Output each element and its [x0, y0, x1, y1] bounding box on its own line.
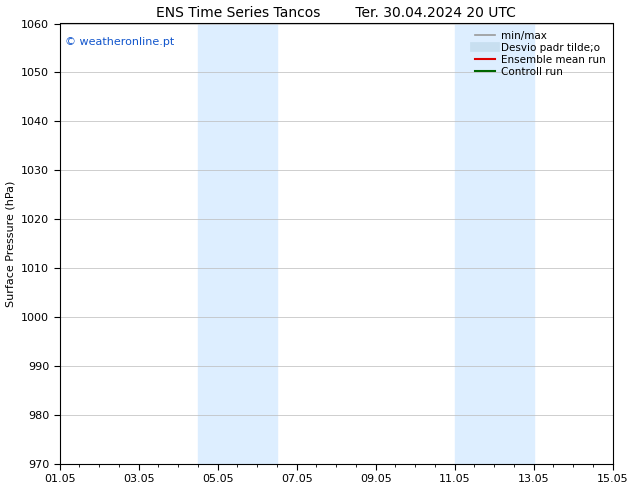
Text: © weatheronline.pt: © weatheronline.pt — [65, 37, 174, 47]
Y-axis label: Surface Pressure (hPa): Surface Pressure (hPa) — [6, 181, 16, 307]
Bar — [198, 24, 277, 464]
Legend: min/max, Desvio padr tilde;o, Ensemble mean run, Controll run: min/max, Desvio padr tilde;o, Ensemble m… — [470, 26, 609, 81]
Bar — [455, 24, 534, 464]
Title: ENS Time Series Tancos        Ter. 30.04.2024 20 UTC: ENS Time Series Tancos Ter. 30.04.2024 2… — [156, 5, 516, 20]
